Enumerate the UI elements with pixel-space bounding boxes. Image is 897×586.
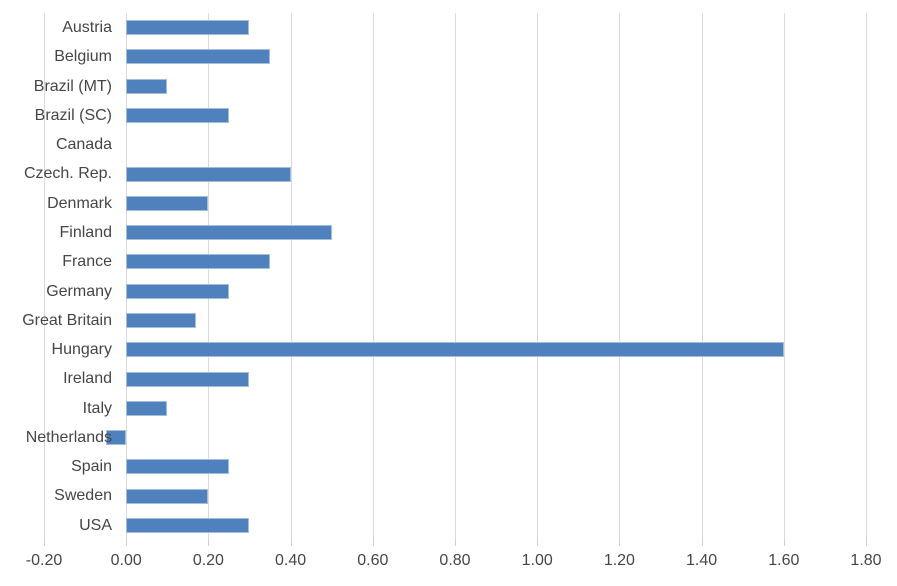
axis-tick-mark [701, 540, 703, 546]
bar-italy [126, 400, 168, 416]
gridline [619, 13, 621, 540]
axis-tick-mark [208, 540, 210, 546]
category-label: Ireland [63, 370, 112, 388]
axis-tick-mark [866, 540, 867, 546]
x-tick-label: 0.80 [439, 552, 471, 569]
axis-tick-mark [372, 540, 374, 546]
bar-spain [126, 459, 229, 475]
category-label: Brazil (MT) [33, 77, 112, 95]
category-label: Hungary [51, 341, 112, 359]
category-label: Belgium [54, 48, 112, 66]
x-tick-label: -0.20 [25, 552, 63, 569]
gridline [126, 13, 128, 540]
axis-tick-mark [537, 540, 539, 546]
gridline [701, 13, 703, 540]
axis-tick-mark [290, 540, 292, 546]
gridline [455, 13, 456, 540]
axis-tick-mark [783, 540, 785, 546]
axis-tick-mark [619, 540, 621, 546]
category-label: Austria [62, 19, 112, 36]
bar-belgium [126, 49, 270, 65]
gridline [290, 13, 292, 540]
bar-denmark [126, 195, 209, 211]
category-label: Spain [71, 458, 112, 476]
axis-tick-mark [455, 540, 456, 546]
axis-tick-mark [126, 540, 128, 546]
bar-usa [126, 517, 250, 533]
category-label: Brazil (SC) [34, 106, 112, 124]
x-tick-label: 0.40 [275, 552, 307, 569]
category-label: France [62, 253, 112, 271]
gridline [208, 13, 210, 540]
category-label: Canada [55, 136, 112, 154]
gridline [783, 13, 785, 540]
category-label: Sweden [54, 487, 112, 505]
x-tick-label: 1.60 [768, 552, 800, 569]
bar-austria [126, 20, 250, 36]
axis-tick-mark [44, 540, 45, 546]
x-tick-label: 0.60 [357, 552, 389, 569]
bar-germany [126, 283, 229, 299]
category-label: Finland [59, 223, 112, 241]
x-tick-label: 1.00 [521, 552, 553, 569]
category-label: Netherlands [25, 428, 112, 446]
category-label: Czech. Rep. [23, 165, 112, 183]
gridline [537, 13, 539, 540]
plot-area [44, 13, 867, 546]
category-label: Great Britain [22, 311, 112, 329]
bar-great-britain [126, 312, 197, 328]
gridline [866, 13, 867, 540]
x-tick-label: 1.20 [603, 552, 635, 569]
bar-sweden [126, 488, 209, 504]
bar-ireland [126, 371, 250, 387]
category-label: Germany [46, 282, 112, 300]
gridline [372, 13, 374, 540]
x-tick-label: 0.20 [192, 552, 224, 569]
bar-finland [126, 225, 332, 241]
bar-france [126, 254, 270, 270]
category-label: USA [79, 516, 112, 534]
x-tick-label: 1.40 [686, 552, 718, 569]
gridline [44, 13, 45, 540]
bar-czech-rep [126, 166, 291, 182]
bar-netherlands [105, 430, 127, 445]
bar-brazil-sc [126, 108, 229, 123]
category-label: Italy [82, 399, 112, 417]
category-label: Denmark [47, 194, 112, 212]
x-tick-label: 0.00 [110, 552, 142, 569]
bar-brazil-mt [126, 78, 168, 94]
x-tick-label: 1.80 [850, 552, 882, 569]
bar-hungary [126, 342, 784, 358]
